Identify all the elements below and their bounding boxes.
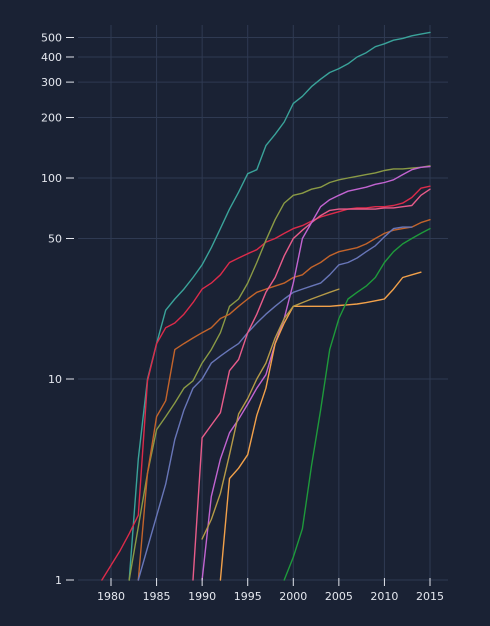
- series-line-9: [201, 288, 340, 540]
- y-tick-label: 100: [41, 172, 62, 185]
- series-layer: [101, 31, 431, 581]
- x-tick-label: 2015: [416, 590, 444, 603]
- y-tick-label: 10: [48, 373, 62, 386]
- x-tick-label: 1995: [234, 590, 262, 603]
- y-tick-label: 200: [41, 111, 62, 124]
- y-tick-label: 400: [41, 51, 62, 64]
- series-line-5: [137, 226, 413, 581]
- series-line-8: [219, 271, 422, 581]
- series-line-1: [128, 31, 431, 581]
- y-tick-label: 1: [55, 574, 62, 587]
- y-tick-label: 50: [48, 233, 62, 246]
- y-tick-label: 500: [41, 32, 62, 45]
- x-tick-label: 1980: [97, 590, 125, 603]
- x-tick-label: 2005: [325, 590, 353, 603]
- x-tick-label: 1990: [188, 590, 216, 603]
- x-tick-label: 1985: [143, 590, 171, 603]
- y-tick-label: 300: [41, 76, 62, 89]
- series-line-10: [283, 227, 431, 581]
- x-tick-label: 2010: [370, 590, 398, 603]
- series-line-3: [128, 165, 431, 581]
- series-line-7: [201, 165, 431, 581]
- x-tick-label: 2000: [279, 590, 307, 603]
- grid-layer: [78, 25, 448, 581]
- axis-layer: 1 10 50 100 200 300 400 500 1980 1985 1990 1995 2000…: [41, 32, 444, 603]
- series-line-4: [137, 219, 431, 581]
- series-line-6: [192, 188, 431, 581]
- series-line-2: [101, 185, 431, 581]
